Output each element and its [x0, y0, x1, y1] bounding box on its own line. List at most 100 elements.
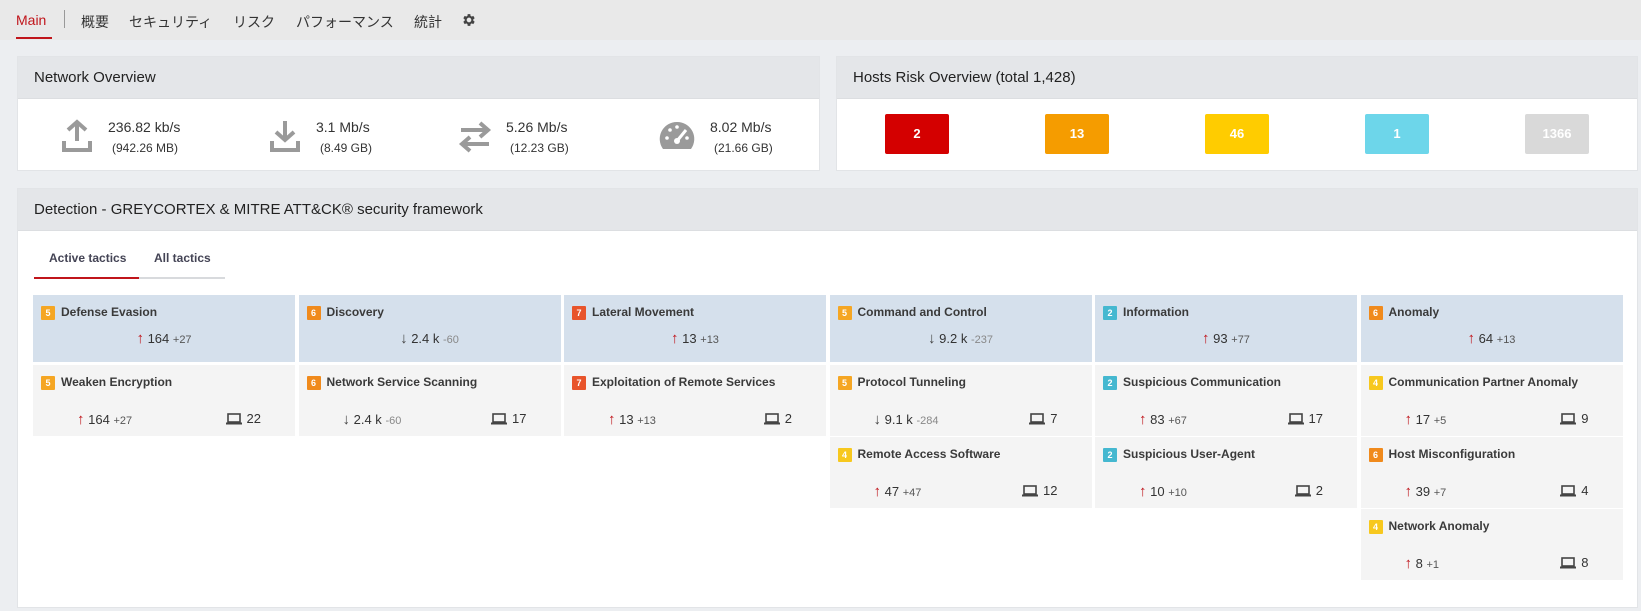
risk-critical-button[interactable]: 2 — [885, 114, 949, 154]
risk-low-button[interactable]: 1 — [1365, 114, 1429, 154]
event-count: 8 — [1415, 556, 1423, 571]
hosts-count: 2 — [784, 411, 792, 426]
event-delta: +67 — [1168, 415, 1187, 427]
detection-tab-indicator — [34, 277, 139, 279]
event-count: 64 — [1478, 331, 1494, 346]
event-delta: -60 — [385, 415, 402, 427]
event-count: 164 — [147, 331, 170, 346]
affected-hosts: 9 — [1560, 411, 1589, 426]
tab-security[interactable]: セキュリティ — [129, 14, 213, 30]
download-rate: 3.1 Mb/s — [316, 119, 370, 135]
affected-hosts: 17 — [491, 411, 527, 426]
tab-performance[interactable]: パフォーマンス — [296, 14, 394, 30]
laptop-icon — [1560, 411, 1581, 426]
tactic-card[interactable]: 6 Discovery ↓ 2.4 k -60 — [298, 295, 561, 362]
technique-name: Host Misconfiguration — [1388, 447, 1516, 461]
event-count: 164 — [88, 412, 110, 427]
event-count: 83 — [1150, 412, 1165, 427]
arrow-up-icon: ↑ — [136, 330, 144, 347]
technique-name: Protocol Tunneling — [857, 375, 966, 389]
technique-card[interactable]: 4 Network Anomaly ↑ 8 +1 8 — [1360, 509, 1623, 580]
arrow-up-icon: ↑ — [1139, 483, 1147, 500]
event-trend: ↑ 164 +27 — [77, 411, 132, 428]
top-navigation: Main 概要 セキュリティ リスク パフォーマンス 統計 — [0, 0, 1641, 40]
tab-risk[interactable]: リスク — [233, 14, 275, 30]
technique-card[interactable]: 6 Host Misconfiguration ↑ 39 +7 4 — [1360, 437, 1623, 508]
risk-medium-button[interactable]: 46 — [1205, 114, 1269, 154]
technique-card[interactable]: 4 Remote Access Software ↑ 47 +47 12 — [829, 437, 1092, 508]
transfer-icon — [458, 121, 492, 153]
technique-card[interactable]: 6 Network Service Scanning ↓ 2.4 k -60 17 — [298, 365, 561, 436]
technique-card[interactable]: 4 Communication Partner Anomaly ↑ 17 +5 9 — [1360, 365, 1623, 436]
network-overview-title: Network Overview — [18, 57, 819, 99]
technique-card[interactable]: 2 Suspicious Communication ↑ 83 +67 17 — [1095, 365, 1357, 436]
transfer-rate: 5.26 Mb/s — [506, 119, 568, 135]
upload-rate: 236.82 kb/s — [108, 119, 181, 135]
event-count: 9.2 k — [939, 331, 968, 346]
event-delta: +7 — [1433, 487, 1447, 499]
tactic-name: Command and Control — [857, 305, 987, 319]
event-count: 17 — [1415, 412, 1431, 427]
severity-badge: 2 — [1103, 376, 1117, 390]
tactic-card[interactable]: 5 Defense Evasion ↑ 164 +27 — [33, 295, 295, 362]
technique-card[interactable]: 5 Weaken Encryption ↑ 164 +27 22 — [33, 365, 295, 436]
risk-none-button[interactable]: 1366 — [1525, 114, 1589, 154]
affected-hosts: 12 — [1022, 483, 1058, 498]
technique-name: Remote Access Software — [857, 447, 1001, 461]
event-delta: +13 — [637, 415, 656, 427]
tactic-card[interactable]: 6 Anomaly ↑ 64 +13 — [1360, 295, 1623, 362]
tab-active-tactics[interactable]: Active tactics — [49, 251, 127, 265]
event-trend: ↑ 10 +10 — [1139, 483, 1187, 500]
tactic-name: Anomaly — [1388, 305, 1440, 319]
gear-icon[interactable] — [461, 12, 477, 28]
tab-all-tactics[interactable]: All tactics — [154, 251, 211, 265]
event-delta: +27 — [172, 334, 192, 346]
technique-name: Weaken Encryption — [61, 375, 173, 389]
speedometer-icon — [659, 121, 695, 149]
event-trend: ↑ 13 +13 — [564, 330, 826, 347]
risk-high-button[interactable]: 13 — [1045, 114, 1109, 154]
technique-card[interactable]: 7 Exploitation of Remote Services ↑ 13 +13… — [564, 365, 826, 436]
event-delta: +77 — [1231, 334, 1250, 346]
tactic-card[interactable]: 2 Information ↑ 93 +77 — [1095, 295, 1357, 362]
affected-hosts: 2 — [763, 411, 792, 426]
severity-badge: 5 — [41, 376, 55, 390]
arrow-up-icon: ↑ — [608, 411, 616, 428]
event-trend: ↓ 9.2 k -237 — [830, 330, 1092, 347]
affected-hosts: 8 — [1560, 555, 1589, 570]
severity-badge: 5 — [41, 306, 55, 320]
technique-name: Exploitation of Remote Services — [592, 375, 776, 389]
upload-icon — [62, 119, 92, 152]
hosts-count: 22 — [246, 411, 261, 426]
laptop-icon — [1294, 483, 1316, 498]
event-trend: ↑ 83 +67 — [1139, 411, 1187, 428]
event-delta: +5 — [1433, 415, 1447, 427]
event-trend: ↑ 8 +1 — [1405, 555, 1440, 572]
event-count: 39 — [1415, 484, 1431, 499]
event-count: 47 — [884, 484, 900, 499]
tab-statistics[interactable]: 統計 — [414, 14, 442, 30]
tactic-card[interactable]: 7 Lateral Movement ↑ 13 +13 — [564, 295, 826, 362]
event-trend: ↑ 164 +27 — [33, 330, 295, 347]
event-trend: ↑ 17 +5 — [1405, 411, 1447, 428]
arrow-up-icon: ↑ — [77, 411, 85, 428]
event-delta: +10 — [1168, 487, 1187, 499]
technique-card[interactable]: 5 Protocol Tunneling ↓ 9.1 k -284 7 — [829, 365, 1092, 436]
arrow-up-icon: ↑ — [873, 483, 882, 500]
severity-badge: 2 — [1103, 448, 1117, 462]
hosts-count: 2 — [1315, 483, 1323, 498]
download-icon — [270, 121, 300, 152]
technique-card[interactable]: 2 Suspicious User-Agent ↑ 10 +10 2 — [1095, 437, 1357, 508]
tactic-card[interactable]: 5 Command and Control ↓ 9.2 k -237 — [829, 295, 1092, 362]
tactic-name: Discovery — [326, 305, 384, 319]
arrow-up-icon: ↑ — [1467, 330, 1476, 347]
severity-badge: 4 — [1368, 520, 1383, 534]
technique-name: Suspicious Communication — [1123, 375, 1282, 389]
tab-main[interactable]: Main — [16, 12, 47, 28]
hosts-risk-title: Hosts Risk Overview (total 1,428) — [837, 57, 1637, 99]
event-trend: ↓ 9.1 k -284 — [874, 411, 939, 428]
severity-badge: 2 — [1103, 306, 1117, 320]
arrow-up-icon: ↑ — [1139, 411, 1147, 428]
arrow-up-icon: ↑ — [1404, 483, 1413, 500]
tab-overview[interactable]: 概要 — [81, 14, 109, 30]
